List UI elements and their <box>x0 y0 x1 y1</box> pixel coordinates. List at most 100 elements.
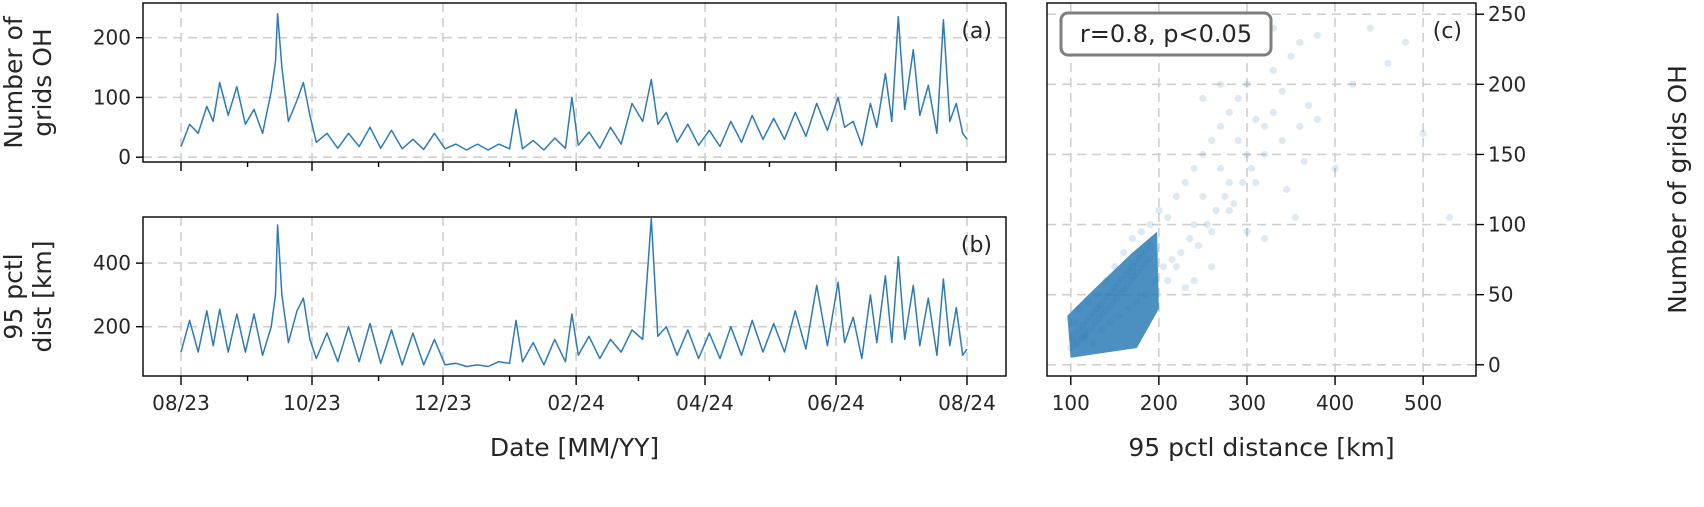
scatter-point <box>1243 228 1251 236</box>
scatter-point <box>1278 136 1286 144</box>
scatter-point <box>1105 302 1114 310</box>
scatter-point <box>1120 285 1128 293</box>
scatter-point <box>1068 335 1077 344</box>
axes-frame <box>142 2 1007 163</box>
scatter-point <box>1243 80 1251 88</box>
scatter-point <box>1127 277 1135 285</box>
y-tick-label: 0 <box>1488 353 1501 377</box>
y-axis-label: 95 pctldist [km] <box>0 241 57 353</box>
scatter-point <box>1313 115 1321 123</box>
x-tick-label: 200 <box>1140 391 1178 415</box>
scatter-point <box>1261 235 1269 243</box>
scatter-point <box>1102 306 1110 314</box>
scatter-point <box>1115 312 1123 320</box>
scatter-point <box>1186 235 1194 243</box>
scatter-point <box>1132 258 1140 266</box>
scatter-point <box>1109 298 1117 306</box>
panel-label: (b) <box>961 233 992 258</box>
scatter-point <box>1190 221 1198 229</box>
scatter-point <box>1261 150 1269 158</box>
scatter-point <box>1080 333 1088 341</box>
scatter-point <box>1172 192 1181 201</box>
x-tick-label: 04/24 <box>676 391 734 415</box>
scatter-point <box>1074 338 1082 346</box>
scatter-point <box>1067 344 1075 352</box>
panel-c-scatter: 100 200 300 400 500 95 pctl distance [km] 0 50 1… <box>1046 2 1692 462</box>
scatter-point <box>1384 59 1392 67</box>
axes-frame <box>142 216 1007 377</box>
x-axis-label: Date [MM/YY] <box>490 433 659 462</box>
scatter-point <box>1121 271 1129 279</box>
scatter-point <box>1150 277 1159 285</box>
y-tick-label: 50 <box>1488 283 1513 307</box>
scatter-point <box>1113 293 1121 302</box>
scatter-point <box>1313 31 1321 39</box>
scatter-point <box>1102 277 1110 285</box>
scatter-point <box>1146 221 1154 229</box>
scatter-point <box>1287 52 1295 60</box>
panel-label: (c) <box>1433 19 1462 44</box>
y-tick-label: 200 <box>93 26 131 50</box>
scatter-point <box>1305 101 1313 109</box>
y-tick-label: 400 <box>93 251 131 275</box>
scatter-point <box>1446 213 1454 222</box>
scatter-point <box>1083 317 1091 325</box>
y-axis-label-line: Number of <box>0 15 28 149</box>
scatter-point <box>1125 267 1133 275</box>
scatter-point <box>1106 319 1114 327</box>
scatter-point <box>1084 327 1092 335</box>
scatter-point <box>1366 24 1374 32</box>
x-tick-label: 12/23 <box>414 391 472 415</box>
scatter-point <box>1164 277 1172 285</box>
scatter-point <box>1086 313 1094 321</box>
scatter-point <box>1081 331 1089 339</box>
scatter-point <box>1159 263 1167 271</box>
scatter-point <box>1419 129 1427 137</box>
scatter-point <box>1128 235 1136 243</box>
scatter-point <box>1091 319 1099 327</box>
scatter-point <box>1252 115 1260 123</box>
scatter-point <box>1079 321 1087 330</box>
scatter-point <box>1098 310 1107 318</box>
scatter-point <box>1144 256 1152 264</box>
y-tick-label: 0 <box>118 145 131 169</box>
y-axis-label-line: grids OH <box>28 28 57 136</box>
scatter-point <box>1181 284 1189 292</box>
x-axis-label: 95 pctl distance [km] <box>1128 433 1394 462</box>
scatter-point <box>1072 330 1080 338</box>
scatter-point <box>1172 263 1181 271</box>
scatter-point <box>1296 122 1304 130</box>
scatter-point <box>1261 122 1269 130</box>
scatter-point <box>1283 185 1291 194</box>
x-tick-label: 10/23 <box>283 391 341 415</box>
scatter-point <box>1134 268 1142 276</box>
scatter-point <box>1084 298 1092 306</box>
scatter-point <box>1234 136 1242 144</box>
axes-frame <box>1046 2 1477 377</box>
scatter-point <box>1120 249 1128 257</box>
stats-annotation: r=0.8, p<0.05 <box>1080 20 1252 48</box>
x-tick-label: 400 <box>1316 391 1354 415</box>
scatter-point <box>1199 150 1207 158</box>
scatter-point <box>1089 340 1097 348</box>
stats-annotation-box <box>1059 11 1273 57</box>
scatter-point <box>1141 260 1149 268</box>
scatter-point <box>1071 319 1079 327</box>
scatter-point <box>1269 108 1277 116</box>
scatter-point <box>1155 206 1163 215</box>
y-axis-label-line: 95 pctl <box>0 253 28 339</box>
scatter-point <box>1142 246 1151 254</box>
x-tick-label: 500 <box>1404 391 1442 415</box>
scatter-point <box>1225 206 1233 215</box>
y-tick-label: 100 <box>1488 213 1526 237</box>
scatter-point <box>1107 288 1115 296</box>
y-tick-label: 100 <box>93 85 131 109</box>
series-line <box>180 217 968 368</box>
scatter-point <box>1142 291 1150 299</box>
x-tick-label: 100 <box>1052 391 1090 415</box>
panel-b-95-pctl-distance: 200 400 08/23 10/23 12/23 02/24 04/24 06/24 08/2… <box>0 216 1007 462</box>
y-axis-label: Number of grids OH <box>1663 65 1692 314</box>
x-tick-label: 02/24 <box>547 391 605 415</box>
y-axis-label-line: dist [km] <box>28 241 57 353</box>
